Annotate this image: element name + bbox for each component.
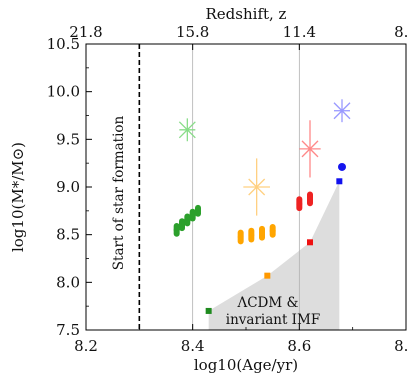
point-0-9 <box>195 204 201 215</box>
lcdm-label-line1: ΛCDM & <box>236 295 298 311</box>
cross-diag-0 <box>178 121 196 139</box>
y-tick-label: 10.0 <box>47 83 80 101</box>
point-1-7 <box>269 223 276 234</box>
point-0-5 <box>184 213 191 224</box>
x-tick-label: 8.2 <box>74 337 98 355</box>
y-tick-label: 8.5 <box>56 226 80 244</box>
point-1-3 <box>248 227 255 238</box>
y-tick-label: 7.5 <box>56 321 80 339</box>
point-2-3 <box>307 191 313 202</box>
lcdm-region <box>208 181 340 330</box>
x-axis-title: log10(Age/yr) <box>194 356 298 374</box>
top-axis-title: Redshift, z <box>206 5 287 23</box>
top-tick-label: 21.8 <box>69 23 102 41</box>
y-tick-label: 8.0 <box>56 273 80 291</box>
cross-diag-3 <box>333 102 351 120</box>
x-tick-label: 8.8 <box>394 337 409 355</box>
boundary-marker-3 <box>336 178 343 185</box>
point-3-0 <box>338 162 346 171</box>
point-1-5 <box>259 225 265 236</box>
y-tick-label: 9.5 <box>56 130 80 148</box>
point-0-7 <box>189 208 196 219</box>
cross-diag-1 <box>248 178 266 196</box>
y-axis-title: log10(M*/M⊙) <box>9 142 27 252</box>
boundary-marker-0 <box>205 307 212 314</box>
boundary-marker-1 <box>264 272 271 279</box>
cross-diag-2 <box>301 140 319 158</box>
star-formation-label: Start of star formation <box>111 115 127 270</box>
top-tick-label: 15.8 <box>176 23 209 41</box>
top-tick-label: 11.4 <box>283 23 316 41</box>
y-tick-label: 10.5 <box>47 35 80 53</box>
x-tick-label: 8.4 <box>181 337 205 355</box>
top-tick-label: 8.1 <box>394 23 409 41</box>
point-2-1 <box>296 196 303 207</box>
y-tick-label: 9.0 <box>56 178 80 196</box>
point-0-3 <box>179 218 185 229</box>
boundary-marker-2 <box>307 239 313 246</box>
x-tick-label: 8.6 <box>287 337 311 355</box>
point-1-1 <box>237 229 244 240</box>
point-0-1 <box>173 222 180 233</box>
lcdm-label-line2: invariant IMF <box>226 312 320 328</box>
